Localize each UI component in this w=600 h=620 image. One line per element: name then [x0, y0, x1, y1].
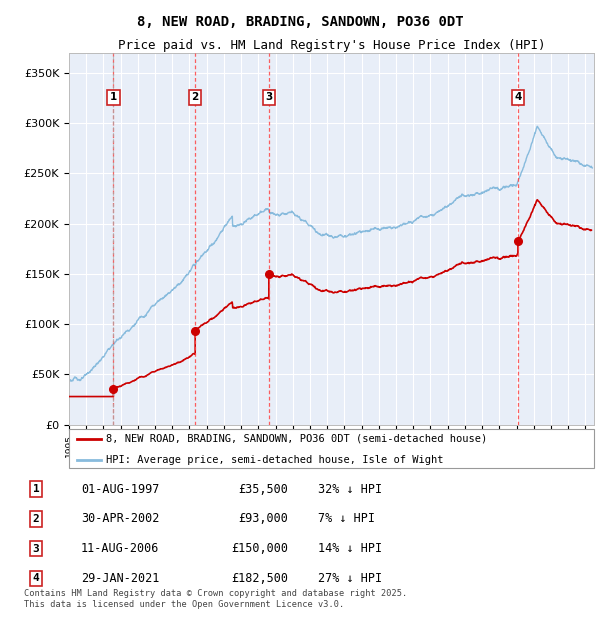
- Text: £93,000: £93,000: [238, 513, 288, 525]
- Title: Price paid vs. HM Land Registry's House Price Index (HPI): Price paid vs. HM Land Registry's House …: [118, 38, 545, 51]
- Text: 01-AUG-1997: 01-AUG-1997: [81, 483, 160, 495]
- Text: 32% ↓ HPI: 32% ↓ HPI: [318, 483, 382, 495]
- Text: 3: 3: [32, 544, 40, 554]
- Text: 8, NEW ROAD, BRADING, SANDOWN, PO36 0DT (semi-detached house): 8, NEW ROAD, BRADING, SANDOWN, PO36 0DT …: [106, 434, 487, 444]
- Text: 7% ↓ HPI: 7% ↓ HPI: [318, 513, 375, 525]
- Text: £150,000: £150,000: [231, 542, 288, 555]
- Text: 2: 2: [191, 92, 199, 102]
- Text: HPI: Average price, semi-detached house, Isle of Wight: HPI: Average price, semi-detached house,…: [106, 454, 443, 464]
- Text: 11-AUG-2006: 11-AUG-2006: [81, 542, 160, 555]
- Text: 2: 2: [32, 514, 40, 524]
- Text: 4: 4: [32, 574, 40, 583]
- FancyBboxPatch shape: [69, 429, 594, 468]
- Text: 29-JAN-2021: 29-JAN-2021: [81, 572, 160, 585]
- Text: £182,500: £182,500: [231, 572, 288, 585]
- Text: Contains HM Land Registry data © Crown copyright and database right 2025.
This d: Contains HM Land Registry data © Crown c…: [24, 590, 407, 609]
- Text: 27% ↓ HPI: 27% ↓ HPI: [318, 572, 382, 585]
- Text: 14% ↓ HPI: 14% ↓ HPI: [318, 542, 382, 555]
- Text: 1: 1: [110, 92, 117, 102]
- Text: 8, NEW ROAD, BRADING, SANDOWN, PO36 0DT: 8, NEW ROAD, BRADING, SANDOWN, PO36 0DT: [137, 15, 463, 29]
- Text: £35,500: £35,500: [238, 483, 288, 495]
- Text: 3: 3: [265, 92, 272, 102]
- Text: 1: 1: [32, 484, 40, 494]
- Text: 30-APR-2002: 30-APR-2002: [81, 513, 160, 525]
- Text: 4: 4: [514, 92, 521, 102]
